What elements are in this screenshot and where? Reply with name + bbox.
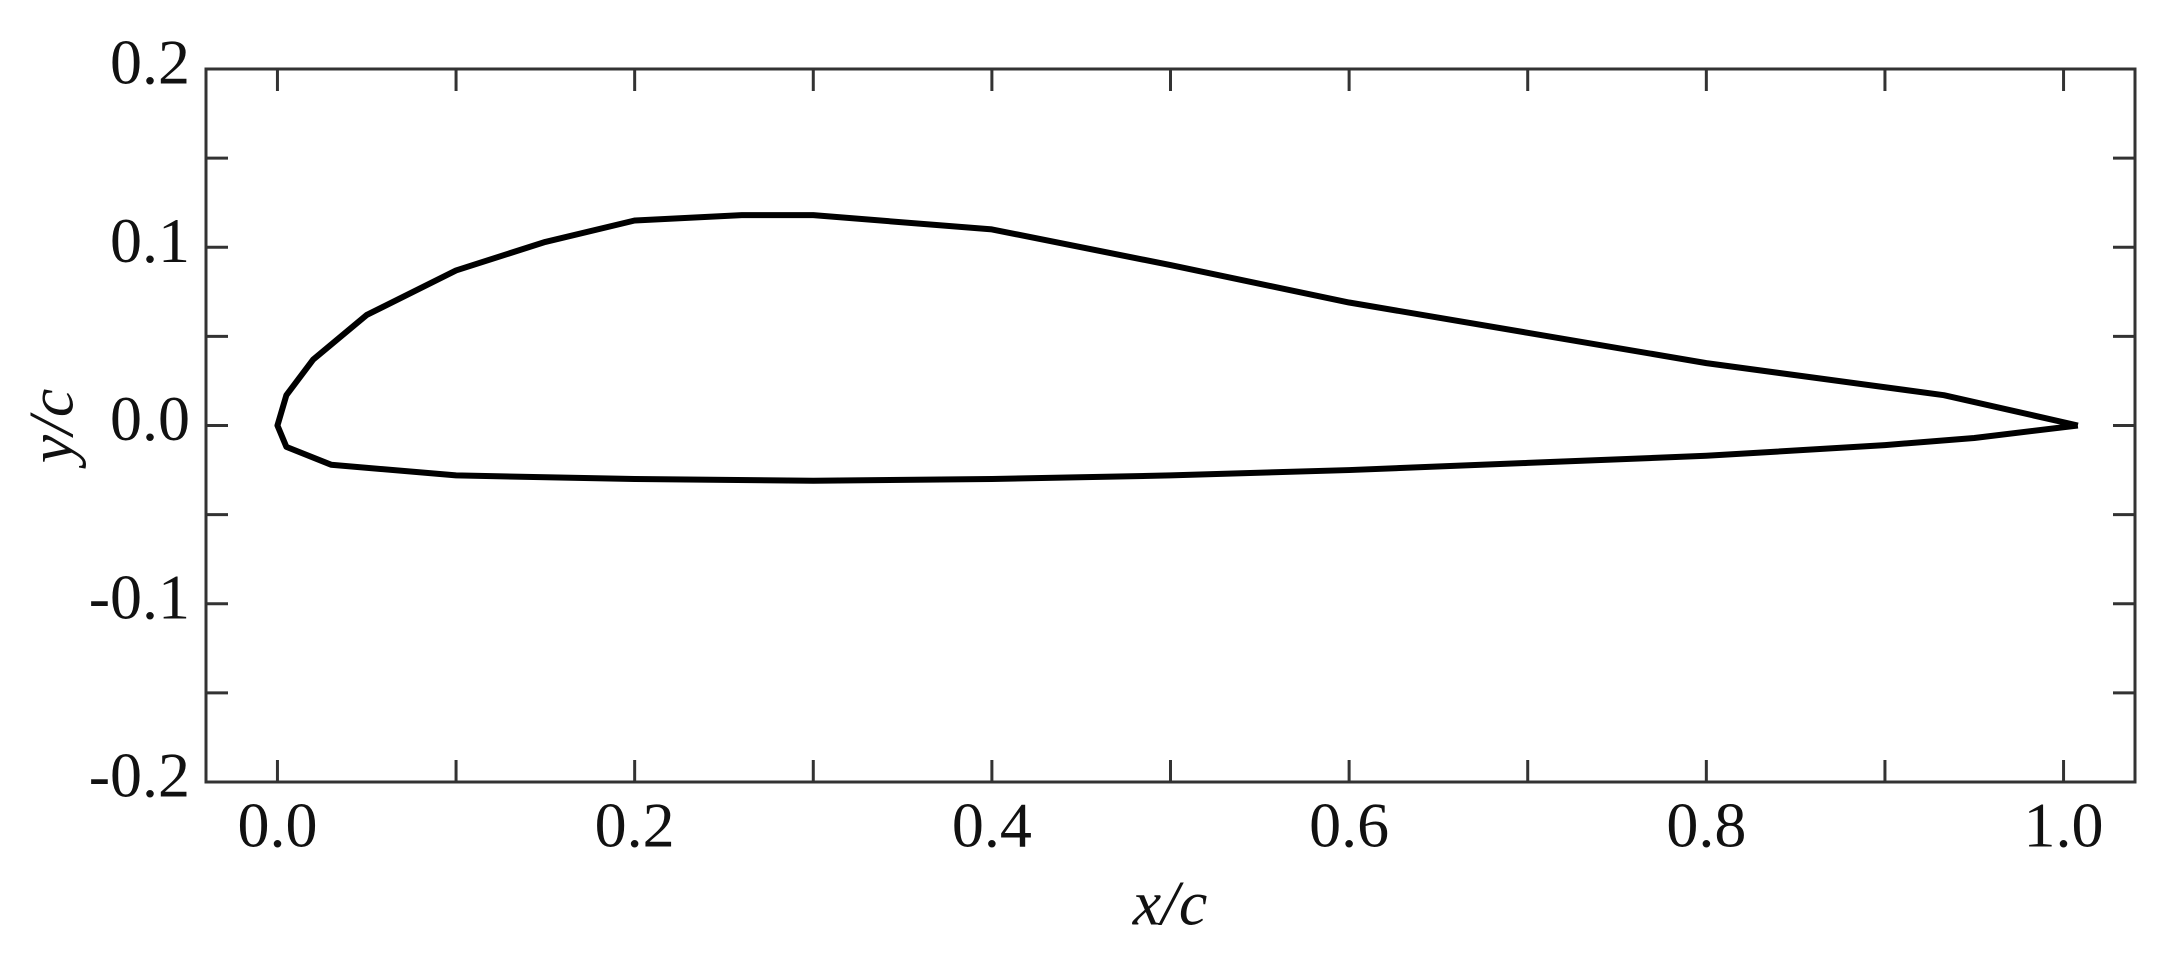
x-tick-label: 0.4 <box>952 790 1032 861</box>
airfoil-line <box>274 212 2079 484</box>
x-tick-label: 0.0 <box>237 790 317 861</box>
plot-frame <box>204 67 2137 784</box>
x-tick-label: 0.8 <box>1666 790 1746 861</box>
x-axis-title: x/c <box>1132 868 1208 939</box>
y-tick-label: -0.2 <box>89 740 190 811</box>
x-tick-label: 0.6 <box>1309 790 1389 861</box>
y-tick-label: 0.1 <box>110 205 190 276</box>
x-tick-label: 0.2 <box>595 790 675 861</box>
y-axis-title: y/c <box>16 389 87 470</box>
y-tick-label: 0.2 <box>110 27 190 98</box>
y-tick-label: -0.1 <box>89 561 190 632</box>
y-tick-label: 0.0 <box>110 383 190 454</box>
x-tick-label: 1.0 <box>2024 790 2104 861</box>
